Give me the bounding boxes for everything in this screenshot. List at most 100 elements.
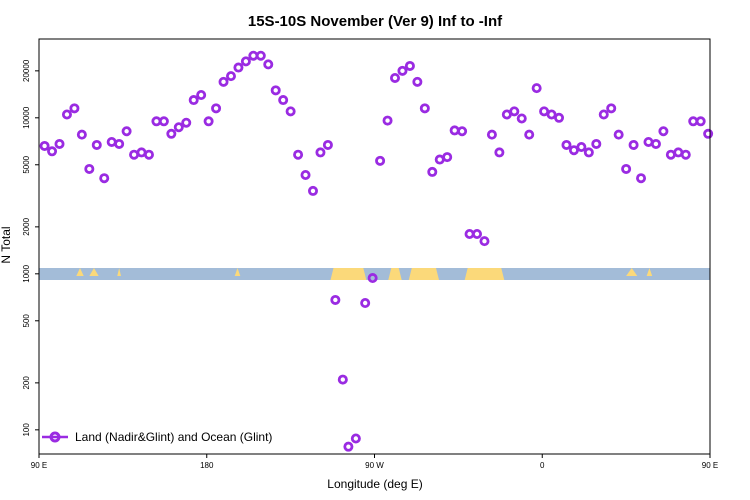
- x-tick-label: 0: [540, 461, 545, 470]
- x-axis-label: Longitude (deg E): [327, 477, 422, 491]
- legend-marker: [49, 431, 61, 443]
- land-band: [464, 268, 505, 280]
- land-band: [330, 268, 367, 280]
- y-tick-label: 20000: [22, 59, 31, 82]
- land-patch: [89, 268, 99, 276]
- data-point: [218, 76, 229, 87]
- data-point: [486, 129, 497, 140]
- land-band: [408, 268, 440, 280]
- data-point: [322, 139, 333, 150]
- data-point: [278, 95, 289, 106]
- y-tick-label: 5000: [22, 155, 31, 173]
- data-point: [188, 95, 199, 106]
- data-point: [293, 149, 304, 160]
- data-point: [457, 126, 468, 137]
- data-point: [143, 149, 154, 160]
- data-point: [442, 152, 453, 163]
- data-point: [576, 141, 587, 152]
- data-point: [509, 106, 520, 117]
- y-axis-label: N Total: [0, 226, 13, 263]
- data-point: [613, 129, 624, 140]
- y-tick-label: 200: [22, 376, 31, 390]
- x-tick-label: 90 E: [702, 461, 718, 470]
- data-point: [397, 65, 408, 76]
- x-axis: 90 E 180 90 W 0 90 E: [31, 454, 718, 470]
- y-tick-label: 1000: [22, 264, 31, 282]
- data-point: [84, 163, 95, 174]
- land-patch: [76, 268, 84, 276]
- data-point: [531, 83, 542, 94]
- data-point: [233, 62, 244, 73]
- x-tick-label: 90 W: [365, 461, 384, 470]
- data-point: [337, 374, 348, 385]
- data-point: [315, 147, 326, 158]
- plot-frame: [38, 38, 711, 455]
- data-point: [39, 140, 50, 151]
- data-point: [76, 129, 87, 140]
- data-point: [158, 116, 169, 127]
- data-point: [390, 72, 401, 83]
- data-point: [196, 90, 207, 101]
- data-point: [69, 103, 80, 114]
- data-point: [546, 109, 557, 120]
- land-patch: [626, 268, 638, 276]
- data-point: [591, 138, 602, 149]
- data-point: [91, 139, 102, 150]
- data-point: [554, 112, 565, 123]
- data-point: [375, 155, 386, 166]
- x-tick-label: 180: [200, 461, 214, 470]
- data-point: [173, 122, 184, 133]
- data-point: [621, 163, 632, 174]
- data-points: [39, 50, 714, 452]
- y-tick-label: 100: [22, 423, 31, 437]
- data-point: [628, 139, 639, 150]
- y-tick-label: 10000: [22, 106, 31, 129]
- legend: Land (Nadir&Glint) and Ocean (Glint): [42, 430, 272, 444]
- data-point: [583, 147, 594, 158]
- data-point: [680, 149, 691, 160]
- data-point: [307, 185, 318, 196]
- data-point: [524, 129, 535, 140]
- land-band: [388, 268, 402, 280]
- data-point: [606, 103, 617, 114]
- legend-label: Land (Nadir&Glint) and Ocean (Glint): [75, 430, 272, 444]
- data-point: [114, 138, 125, 149]
- y-tick-label: 500: [22, 314, 31, 328]
- data-point: [472, 228, 483, 239]
- data-point: [479, 236, 490, 247]
- data-point: [181, 117, 192, 128]
- data-point: [658, 126, 669, 137]
- data-point: [47, 146, 58, 157]
- data-point: [211, 103, 222, 114]
- data-point: [121, 126, 132, 137]
- data-point: [695, 116, 706, 127]
- data-point: [598, 109, 609, 120]
- data-point: [285, 106, 296, 117]
- data-point: [703, 128, 714, 139]
- data-point: [494, 147, 505, 158]
- data-point: [166, 128, 177, 139]
- data-point: [203, 116, 214, 127]
- data-point: [54, 138, 65, 149]
- data-point: [419, 103, 430, 114]
- data-point: [404, 60, 415, 71]
- data-point: [382, 115, 393, 126]
- data-point: [412, 76, 423, 87]
- data-point: [263, 59, 274, 70]
- y-tick-label: 2000: [22, 217, 31, 235]
- y-axis: 100 200 500 1000 2000 5000 10000 20000: [22, 59, 39, 437]
- data-point: [561, 139, 572, 150]
- data-point: [225, 71, 236, 82]
- land-patch: [117, 268, 122, 276]
- data-point: [300, 169, 311, 180]
- data-point: [516, 113, 527, 124]
- data-point: [449, 125, 460, 136]
- data-point: [99, 173, 110, 184]
- data-point: [61, 109, 72, 120]
- data-point: [650, 138, 661, 149]
- data-point: [427, 166, 438, 177]
- data-point: [568, 145, 579, 156]
- x-tick-label: 90 E: [31, 461, 47, 470]
- data-point: [350, 433, 361, 444]
